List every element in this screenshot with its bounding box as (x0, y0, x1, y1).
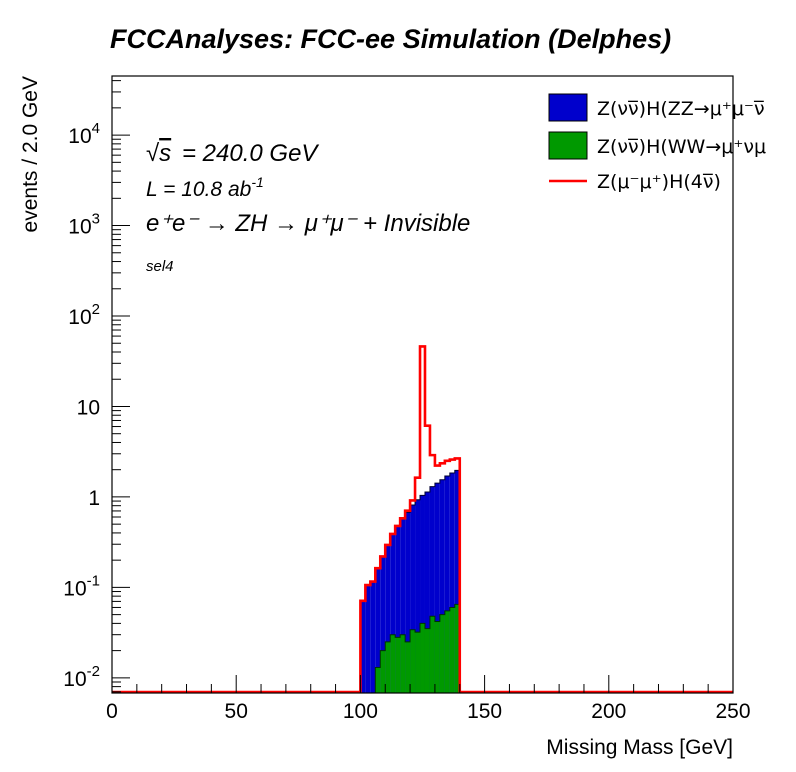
legend-label: Z(νν̅)H(WW→μ⁺νμ (597, 136, 766, 158)
bar-zz-11 (415, 499, 421, 693)
bar-zz-15 (434, 483, 440, 693)
bar-zz-2 (370, 581, 376, 693)
bar-zz-16 (439, 479, 445, 693)
bar-zz-9 (405, 512, 411, 693)
bar-ww-4 (380, 650, 386, 693)
bar-zz-6 (390, 533, 396, 693)
x-tick-label: 250 (715, 700, 750, 723)
bar-ww-19 (454, 604, 460, 693)
x-tick-label: 150 (467, 700, 502, 723)
legend-label: Z(μ⁻μ⁺)H(4ν̅) (597, 171, 721, 193)
legend-swatch (548, 93, 588, 122)
bar-ww-18 (449, 607, 455, 693)
series-line-4nu (112, 345, 733, 694)
selection-annotation: sel4 (146, 258, 174, 275)
bar-ww-11 (415, 632, 421, 693)
bar-ww-5 (385, 641, 391, 693)
bar-zz-13 (424, 491, 430, 693)
luminosity-annotation: L = 10.8 ab-1 (146, 174, 264, 201)
y-tick-label: 10-2 (63, 663, 100, 691)
bar-zz-19 (454, 470, 460, 693)
bar-ww-6 (390, 634, 396, 693)
y-tick-label: 10 (77, 396, 100, 419)
legend-swatch (548, 131, 588, 160)
legend-label: Z(νν̅)H(ZZ→μ⁺μ⁻ν̅ (597, 98, 765, 120)
bar-zz-5 (385, 544, 391, 693)
y-tick-label: 104 (68, 120, 100, 148)
luminosity-prefix: L = 10.8 ab (146, 178, 252, 201)
bar-zz-4 (380, 556, 386, 693)
bar-ww-15 (434, 621, 440, 693)
chart-title: FCCAnalyses: FCC-ee Simulation (Delphes) (110, 24, 671, 54)
plot-frame (111, 75, 734, 694)
bar-zz-10 (410, 505, 416, 693)
bar-ww-10 (410, 629, 416, 693)
bar-ww-14 (429, 616, 435, 693)
bar-ww-7 (395, 637, 401, 693)
histogram-layer (112, 345, 733, 694)
x-tick-label: 200 (591, 700, 626, 723)
bar-zz-17 (444, 475, 450, 693)
y-tick-label: 1 (88, 487, 100, 510)
bar-ww-9 (405, 641, 411, 693)
sqrt-s-value: = 240.0 GeV (182, 140, 319, 167)
legend: Z(νν̅)H(ZZ→μ⁺μ⁻ν̅ Z(νν̅)H(WW→μ⁺νμ Z(μ⁻μ⁺)H… (548, 93, 766, 193)
process-annotation: e⁺e⁻ → ZH → μ⁺μ⁻ + Invisible (146, 210, 470, 237)
x-axis-label: Missing Mass [GeV] (546, 736, 733, 759)
sqrt-symbol: √s (146, 140, 171, 167)
bar-ww-16 (439, 614, 445, 693)
bar-zz-7 (395, 525, 401, 693)
bar-zz-3 (375, 568, 381, 693)
bar-zz-1 (365, 585, 371, 693)
tick-layer: 0 50 100 150 200 250 10-2 10-1 1 10 102 103 104 (63, 80, 751, 723)
y-tick-label: 10-1 (63, 572, 100, 600)
luminosity-exponent: -1 (251, 174, 263, 190)
y-axis-label: events / 2.0 GeV (19, 76, 42, 232)
bar-ww-12 (420, 623, 425, 693)
bar-zz-18 (449, 472, 455, 693)
bar-zz-8 (400, 518, 406, 693)
x-tick-label: 0 (106, 700, 118, 723)
ww-outline (360, 603, 461, 694)
sqrt-s-annotation: √s = 240.0 GeV (146, 140, 319, 167)
bar-ww-17 (444, 610, 450, 693)
y-tick-label: 102 (68, 301, 100, 329)
bar-zz-0 (360, 600, 366, 693)
x-tick-label: 100 (343, 700, 378, 723)
bar-ww-8 (400, 634, 406, 693)
y-tick-label: 103 (68, 211, 100, 239)
bar-zz-12 (420, 495, 425, 693)
bar-ww-3 (375, 667, 381, 693)
bar-zz-14 (429, 486, 435, 693)
x-tick-label: 50 (225, 700, 248, 723)
bar-ww-13 (424, 628, 430, 693)
